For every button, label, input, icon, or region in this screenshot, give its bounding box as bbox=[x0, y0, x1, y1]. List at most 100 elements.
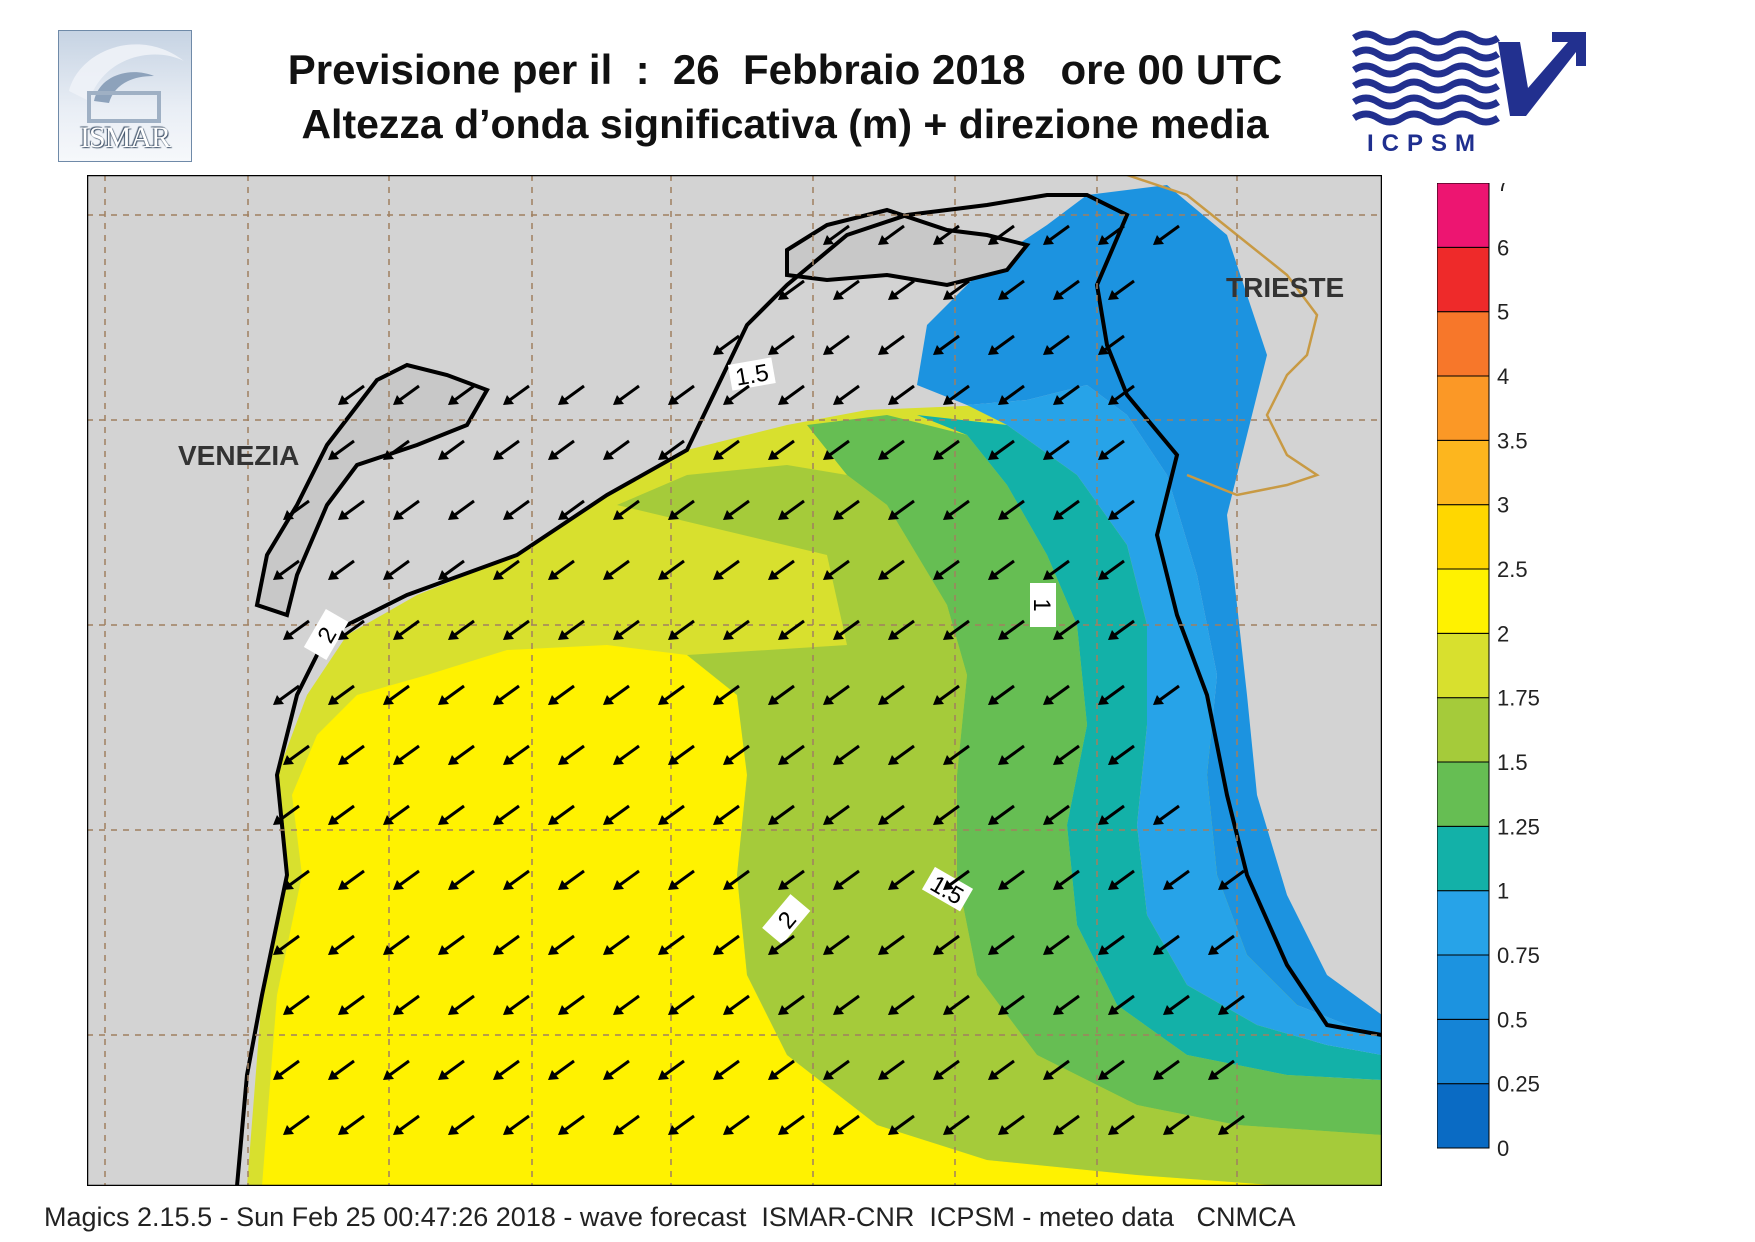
wave-direction-arrow bbox=[823, 224, 850, 245]
wave-direction-arrow bbox=[1153, 1059, 1180, 1080]
wave-direction-arrow bbox=[328, 559, 355, 580]
wave-direction-arrow bbox=[1108, 499, 1135, 520]
wave-direction-arrow bbox=[1108, 279, 1135, 300]
wave-direction-arrow bbox=[393, 1114, 420, 1135]
wave-direction-arrow bbox=[503, 994, 530, 1015]
wave-direction-arrow bbox=[503, 744, 530, 765]
wave-direction-arrow bbox=[933, 559, 960, 580]
wave-direction-arrow bbox=[1043, 334, 1070, 355]
wave-direction-arrow bbox=[1098, 559, 1125, 580]
wave-direction-arrow bbox=[603, 1059, 630, 1080]
city-label-trieste: TRIESTE bbox=[1226, 272, 1345, 303]
wave-direction-arrow bbox=[823, 684, 850, 705]
wave-direction-arrow bbox=[658, 934, 685, 955]
wave-direction-arrow bbox=[988, 559, 1015, 580]
wave-direction-arrow bbox=[878, 934, 905, 955]
wave-direction-arrow bbox=[503, 619, 530, 640]
wave-direction-arrow bbox=[1098, 439, 1125, 460]
wave-direction-arrow bbox=[1098, 334, 1125, 355]
wave-direction-arrow bbox=[778, 869, 805, 890]
wave-direction-arrow bbox=[1053, 619, 1080, 640]
wave-direction-arrow bbox=[603, 934, 630, 955]
footer-credits: Magics 2.15.5 - Sun Feb 25 00:47:26 2018… bbox=[44, 1202, 1296, 1232]
wave-direction-arrow bbox=[1053, 1114, 1080, 1135]
wave-direction-arrow bbox=[1043, 804, 1070, 825]
legend-swatch bbox=[1437, 1083, 1490, 1149]
wave-direction-arrow bbox=[768, 804, 795, 825]
wave-direction-arrow bbox=[558, 994, 585, 1015]
sea-band-0-5 bbox=[917, 185, 1382, 1035]
wave-direction-arrow bbox=[888, 384, 915, 405]
wave-direction-arrow bbox=[823, 559, 850, 580]
legend-swatch bbox=[1437, 504, 1490, 570]
wave-direction-arrow bbox=[713, 804, 740, 825]
wave-direction-arrow bbox=[283, 994, 310, 1015]
wave-direction-arrow bbox=[1218, 994, 1245, 1015]
wave-direction-arrow bbox=[1218, 1114, 1245, 1135]
wave-direction-arrow bbox=[1163, 994, 1190, 1015]
wave-direction-arrow bbox=[888, 499, 915, 520]
wave-direction-arrow bbox=[933, 224, 960, 245]
wave-direction-arrow bbox=[338, 744, 365, 765]
wave-direction-arrow bbox=[273, 684, 300, 705]
wave-direction-arrow bbox=[383, 684, 410, 705]
wave-direction-arrow bbox=[1053, 279, 1080, 300]
wave-direction-arrow bbox=[998, 619, 1025, 640]
legend-swatch bbox=[1437, 246, 1490, 313]
wave-direction-arrow bbox=[658, 684, 685, 705]
wave-direction-arrow bbox=[713, 1059, 740, 1080]
wave-direction-arrow bbox=[503, 499, 530, 520]
wave-direction-arrow bbox=[493, 1059, 520, 1080]
wave-direction-arrow bbox=[943, 279, 970, 300]
legend-level-label: 1.25 bbox=[1497, 814, 1540, 839]
wave-direction-arrow bbox=[778, 619, 805, 640]
wave-direction-arrow bbox=[1053, 994, 1080, 1015]
wave-direction-arrow bbox=[613, 994, 640, 1015]
wave-direction-arrow bbox=[888, 994, 915, 1015]
legend-level-label: 2 bbox=[1497, 621, 1509, 646]
wave-direction-arrow bbox=[778, 499, 805, 520]
wave-direction-arrow bbox=[603, 684, 630, 705]
wave-direction-arrow bbox=[658, 439, 685, 460]
wave-direction-arrow bbox=[393, 744, 420, 765]
wave-direction-arrow bbox=[668, 619, 695, 640]
wave-direction-arrow bbox=[328, 804, 355, 825]
wave-direction-arrow bbox=[723, 869, 750, 890]
coastline bbox=[235, 193, 1382, 1186]
legend-level-label: 1.75 bbox=[1497, 686, 1540, 711]
wave-direction-arrow bbox=[943, 384, 970, 405]
contour-label: 2 bbox=[762, 894, 811, 945]
wave-direction-arrow bbox=[878, 439, 905, 460]
wave-direction-arrow bbox=[558, 869, 585, 890]
wave-direction-arrow bbox=[1108, 744, 1135, 765]
title-line-1: Previsione per il : 26 Febbraio 2018 ore… bbox=[287, 46, 1283, 93]
wave-direction-arrow bbox=[328, 934, 355, 955]
wave-direction-arrow bbox=[888, 279, 915, 300]
legend-level-label: 1.5 bbox=[1497, 750, 1528, 775]
wave-direction-arrow bbox=[723, 1114, 750, 1135]
wave-direction-arrow bbox=[888, 869, 915, 890]
wave-direction-arrow bbox=[998, 279, 1025, 300]
wave-direction-arrow bbox=[448, 384, 475, 405]
legend-swatch bbox=[1437, 311, 1490, 377]
wave-direction-arrow bbox=[558, 384, 585, 405]
wave-direction-arrow bbox=[283, 744, 310, 765]
wave-direction-arrow bbox=[558, 499, 585, 520]
wave-direction-arrow bbox=[273, 934, 300, 955]
wave-direction-arrow bbox=[1043, 224, 1070, 245]
wave-direction-arrow bbox=[603, 804, 630, 825]
wave-direction-arrow bbox=[988, 804, 1015, 825]
wave-direction-arrow bbox=[613, 1114, 640, 1135]
wave-direction-arrows bbox=[273, 224, 1245, 1135]
sea-band-1 bbox=[917, 415, 1382, 1080]
wave-direction-arrow bbox=[998, 499, 1025, 520]
legend-level-label: 0.75 bbox=[1497, 943, 1540, 968]
wave-direction-arrow bbox=[613, 619, 640, 640]
wave-direction-arrow bbox=[833, 744, 860, 765]
wave-direction-arrow bbox=[878, 684, 905, 705]
wave-direction-arrow bbox=[723, 384, 750, 405]
wave-direction-arrow bbox=[658, 804, 685, 825]
wave-direction-arrow bbox=[438, 804, 465, 825]
legend-level-label: 0 bbox=[1497, 1136, 1509, 1161]
wave-direction-arrow bbox=[338, 499, 365, 520]
